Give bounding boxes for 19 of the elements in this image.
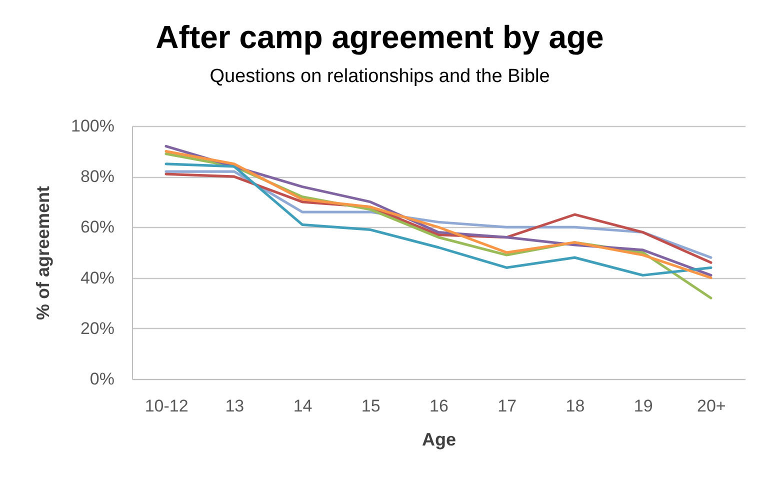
x-tick-label: 17 xyxy=(498,396,517,416)
x-tick-label: 19 xyxy=(634,396,653,416)
y-tick-label: 60% xyxy=(80,218,114,237)
y-axis-title: % of agreement xyxy=(33,186,54,320)
x-tick-label: 15 xyxy=(361,396,380,416)
y-tick-label: 100% xyxy=(71,116,114,136)
y-tick-label: 0% xyxy=(90,370,114,388)
x-tick-label: 20+ xyxy=(697,396,726,416)
x-tick-label: 14 xyxy=(293,396,312,416)
y-tick-label: 80% xyxy=(80,167,114,186)
x-tick-label: 13 xyxy=(225,396,244,416)
chart-title: After camp agreement by age xyxy=(156,19,604,55)
x-tick-label: 10-12 xyxy=(144,396,188,416)
y-tick-label: 20% xyxy=(80,318,114,338)
x-tick-label: 18 xyxy=(566,396,585,416)
x-axis-title: Age xyxy=(422,430,456,450)
x-tick-label: 16 xyxy=(430,396,448,416)
y-tick-label: 40% xyxy=(80,268,114,288)
chart-subtitle: Questions on relationships and the Bible xyxy=(210,66,550,87)
